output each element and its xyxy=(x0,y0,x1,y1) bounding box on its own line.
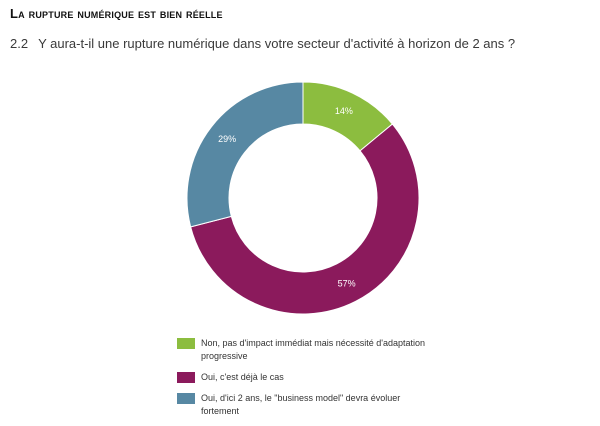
legend-swatch xyxy=(177,372,195,383)
legend-label: Oui, c'est déjà le cas xyxy=(201,372,284,382)
section-heading: La rupture numérique est bien réelle xyxy=(10,6,223,21)
question-text: Y aura-t-il une rupture numérique dans v… xyxy=(38,36,516,51)
legend-item-within-2-years: Oui, d'ici 2 ans, le "business model" de… xyxy=(177,392,437,418)
legend-swatch xyxy=(177,393,195,404)
donut-slice-already xyxy=(190,123,420,315)
legend-item-no-impact: Non, pas d'impact immédiat mais nécessit… xyxy=(177,337,437,363)
legend-label: Non, pas d'impact immédiat mais nécessit… xyxy=(201,338,426,361)
question-number: 2.2 xyxy=(10,36,29,51)
legend-label: Oui, d'ici 2 ans, le "business model" de… xyxy=(201,393,401,416)
legend-swatch xyxy=(177,338,195,349)
data-label-no-impact: 14% xyxy=(335,106,353,116)
donut-slice-within-2-years xyxy=(186,81,304,228)
chart-legend: Non, pas d'impact immédiat mais nécessit… xyxy=(177,337,437,426)
data-label-already: 57% xyxy=(338,279,356,289)
donut-chart: 14% 57% 29% xyxy=(186,81,420,315)
chart-question: 2.2 Y aura-t-il une rupture numérique dan… xyxy=(10,36,515,51)
data-label-within-2-years: 29% xyxy=(218,134,236,144)
legend-item-already: Oui, c'est déjà le cas xyxy=(177,371,437,384)
